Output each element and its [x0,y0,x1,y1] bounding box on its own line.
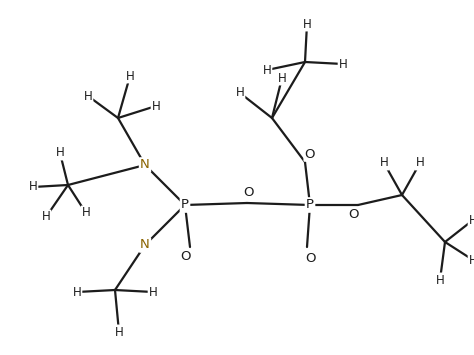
Text: O: O [244,186,254,200]
Text: H: H [436,273,444,286]
Text: H: H [82,207,91,219]
Text: H: H [236,87,245,99]
Text: H: H [469,213,474,226]
Text: N: N [140,239,150,251]
Text: H: H [149,285,157,299]
Text: H: H [55,147,64,159]
Text: H: H [416,157,424,169]
Text: H: H [302,17,311,31]
Text: H: H [42,211,50,224]
Text: O: O [306,252,316,266]
Text: H: H [126,70,134,82]
Text: H: H [338,58,347,71]
Text: H: H [278,71,286,84]
Text: O: O [305,147,315,160]
Text: P: P [181,198,189,212]
Text: N: N [140,158,150,171]
Text: H: H [469,253,474,267]
Text: H: H [263,64,272,76]
Text: O: O [181,251,191,263]
Text: H: H [73,285,82,299]
Text: P: P [306,198,314,212]
Text: H: H [152,99,160,113]
Text: H: H [380,157,388,169]
Text: H: H [83,89,92,103]
Text: O: O [349,208,359,222]
Text: H: H [28,180,37,193]
Text: H: H [115,326,123,339]
